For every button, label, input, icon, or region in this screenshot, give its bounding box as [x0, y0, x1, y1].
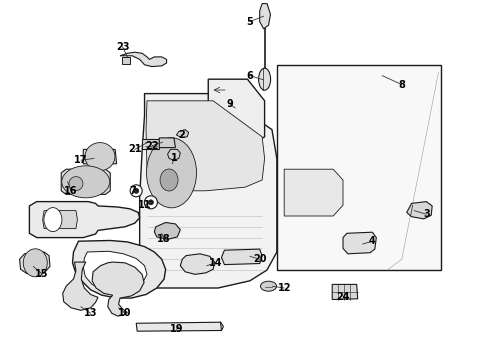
Polygon shape — [83, 149, 117, 164]
Polygon shape — [284, 169, 343, 216]
Polygon shape — [61, 169, 110, 194]
Polygon shape — [146, 101, 265, 191]
Text: 2: 2 — [178, 130, 185, 140]
Polygon shape — [332, 284, 358, 300]
Text: 7: 7 — [129, 186, 136, 196]
Ellipse shape — [145, 196, 157, 209]
Ellipse shape — [44, 208, 62, 231]
Text: 21: 21 — [128, 144, 142, 154]
Ellipse shape — [160, 169, 178, 191]
Text: 5: 5 — [246, 17, 253, 27]
Polygon shape — [407, 202, 432, 219]
Polygon shape — [260, 4, 270, 29]
Text: 19: 19 — [170, 324, 183, 334]
Ellipse shape — [147, 138, 196, 208]
Polygon shape — [221, 249, 262, 265]
Text: 13: 13 — [84, 308, 98, 318]
Polygon shape — [180, 254, 215, 274]
Polygon shape — [122, 57, 130, 64]
Polygon shape — [208, 79, 265, 151]
Polygon shape — [154, 222, 180, 239]
Text: 10: 10 — [118, 308, 132, 318]
Text: 18: 18 — [157, 234, 171, 244]
Ellipse shape — [85, 143, 115, 171]
Polygon shape — [83, 251, 147, 292]
Polygon shape — [20, 252, 50, 274]
Text: 9: 9 — [227, 99, 234, 109]
Text: 23: 23 — [116, 42, 129, 52]
Polygon shape — [277, 65, 441, 270]
Text: 24: 24 — [336, 292, 350, 302]
Text: 15: 15 — [35, 269, 49, 279]
Text: 20: 20 — [253, 254, 267, 264]
Ellipse shape — [261, 281, 276, 291]
Ellipse shape — [134, 188, 139, 193]
Text: 12: 12 — [277, 283, 291, 293]
Text: 4: 4 — [369, 236, 376, 246]
Polygon shape — [159, 138, 175, 148]
Text: 11: 11 — [138, 200, 151, 210]
Polygon shape — [176, 130, 189, 138]
Polygon shape — [343, 232, 376, 254]
Ellipse shape — [130, 185, 142, 197]
Text: 16: 16 — [64, 186, 78, 196]
Text: 1: 1 — [171, 153, 177, 163]
Ellipse shape — [148, 200, 153, 205]
Polygon shape — [43, 211, 77, 229]
Polygon shape — [120, 52, 167, 67]
Polygon shape — [142, 139, 159, 149]
Ellipse shape — [259, 68, 270, 90]
Text: 6: 6 — [246, 71, 253, 81]
Polygon shape — [92, 262, 144, 316]
Polygon shape — [29, 202, 140, 238]
Ellipse shape — [69, 177, 83, 190]
Ellipse shape — [62, 166, 110, 198]
Polygon shape — [63, 262, 98, 310]
Polygon shape — [140, 94, 277, 288]
Polygon shape — [73, 240, 166, 298]
Text: 3: 3 — [423, 209, 430, 219]
Text: 22: 22 — [145, 141, 159, 151]
Text: 8: 8 — [398, 80, 405, 90]
Polygon shape — [168, 149, 180, 160]
Ellipse shape — [24, 249, 47, 277]
Text: 14: 14 — [209, 258, 222, 268]
Text: 17: 17 — [74, 155, 88, 165]
Polygon shape — [136, 322, 221, 331]
